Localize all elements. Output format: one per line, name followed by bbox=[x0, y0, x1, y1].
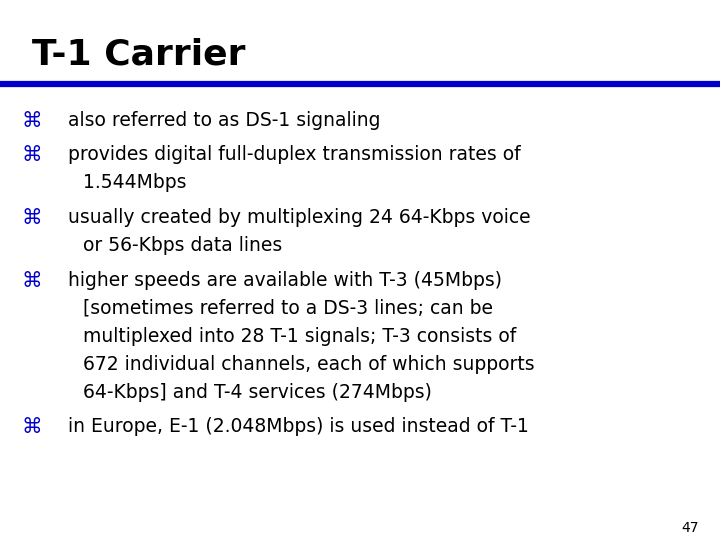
Text: ⌘: ⌘ bbox=[22, 271, 42, 291]
Text: in Europe, E-1 (2.048Mbps) is used instead of T-1: in Europe, E-1 (2.048Mbps) is used inste… bbox=[68, 417, 529, 436]
Text: higher speeds are available with T-3 (45Mbps): higher speeds are available with T-3 (45… bbox=[68, 271, 503, 289]
Text: also referred to as DS-1 signaling: also referred to as DS-1 signaling bbox=[68, 111, 381, 130]
Text: ⌘: ⌘ bbox=[22, 417, 42, 437]
Text: multiplexed into 28 T-1 signals; T-3 consists of: multiplexed into 28 T-1 signals; T-3 con… bbox=[83, 327, 516, 346]
Text: [sometimes referred to a DS-3 lines; can be: [sometimes referred to a DS-3 lines; can… bbox=[83, 299, 492, 318]
Text: T-1 Carrier: T-1 Carrier bbox=[32, 38, 246, 72]
Text: 47: 47 bbox=[681, 521, 698, 535]
Text: ⌘: ⌘ bbox=[22, 111, 42, 131]
Text: ⌘: ⌘ bbox=[22, 145, 42, 165]
Text: 1.544Mbps: 1.544Mbps bbox=[83, 173, 186, 192]
Text: 64-Kbps] and T-4 services (274Mbps): 64-Kbps] and T-4 services (274Mbps) bbox=[83, 383, 432, 402]
Text: provides digital full-duplex transmission rates of: provides digital full-duplex transmissio… bbox=[68, 145, 521, 164]
Text: 672 individual channels, each of which supports: 672 individual channels, each of which s… bbox=[83, 355, 534, 374]
Text: usually created by multiplexing 24 64-Kbps voice: usually created by multiplexing 24 64-Kb… bbox=[68, 208, 531, 227]
Text: or 56-Kbps data lines: or 56-Kbps data lines bbox=[83, 236, 282, 255]
Text: ⌘: ⌘ bbox=[22, 208, 42, 228]
